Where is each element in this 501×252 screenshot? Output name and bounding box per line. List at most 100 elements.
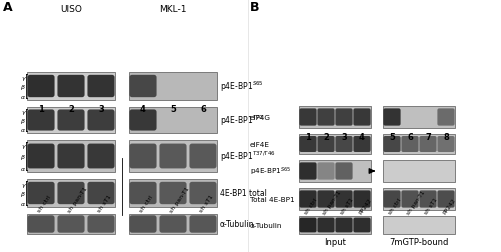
FancyBboxPatch shape	[58, 110, 85, 131]
FancyBboxPatch shape	[88, 76, 115, 98]
Text: γ: γ	[21, 110, 25, 115]
Text: 1: 1	[305, 133, 311, 141]
Text: α: α	[21, 201, 25, 206]
FancyBboxPatch shape	[335, 191, 353, 208]
Bar	[299, 135, 371, 154]
Text: 7: 7	[425, 133, 431, 141]
FancyBboxPatch shape	[401, 191, 419, 208]
Bar	[383, 188, 455, 210]
FancyBboxPatch shape	[189, 215, 216, 233]
FancyBboxPatch shape	[159, 144, 186, 169]
Text: p4E-BP1$^{T37/T46}$: p4E-BP1$^{T37/T46}$	[220, 149, 276, 164]
FancyBboxPatch shape	[318, 163, 335, 180]
FancyBboxPatch shape	[58, 76, 85, 98]
Text: 2: 2	[323, 133, 329, 141]
FancyBboxPatch shape	[300, 109, 317, 126]
FancyBboxPatch shape	[437, 137, 454, 152]
Text: 4E-BP1 total: 4E-BP1 total	[220, 189, 267, 198]
FancyBboxPatch shape	[318, 137, 335, 152]
FancyBboxPatch shape	[28, 215, 55, 233]
FancyBboxPatch shape	[28, 144, 55, 169]
Text: sh sT1: sh sT1	[424, 197, 439, 215]
FancyBboxPatch shape	[335, 218, 353, 232]
Text: α: α	[21, 166, 25, 171]
FancyBboxPatch shape	[401, 109, 419, 126]
Bar	[129, 179, 217, 207]
Bar	[129, 108, 217, 134]
FancyBboxPatch shape	[419, 191, 436, 208]
Text: 3: 3	[341, 133, 347, 141]
FancyBboxPatch shape	[129, 215, 156, 233]
Text: β: β	[21, 192, 25, 197]
FancyBboxPatch shape	[318, 218, 335, 232]
Text: β: β	[21, 155, 25, 160]
FancyBboxPatch shape	[335, 137, 353, 152]
Text: β: β	[21, 85, 25, 90]
FancyBboxPatch shape	[353, 218, 371, 232]
Text: α-Tubulin: α-Tubulin	[220, 220, 255, 229]
Bar	[383, 107, 455, 129]
Text: UISO: UISO	[60, 5, 82, 14]
FancyBboxPatch shape	[353, 191, 371, 208]
FancyBboxPatch shape	[419, 109, 436, 126]
Text: 8: 8	[443, 133, 449, 141]
Text: PP242: PP242	[442, 197, 456, 215]
Text: A: A	[3, 1, 13, 14]
Text: 1: 1	[38, 105, 44, 114]
Text: sh sT1: sh sT1	[97, 194, 113, 213]
FancyBboxPatch shape	[58, 215, 85, 233]
Bar	[129, 214, 217, 234]
FancyBboxPatch shape	[88, 110, 115, 131]
Text: MKL-1: MKL-1	[159, 5, 187, 14]
FancyBboxPatch shape	[335, 109, 353, 126]
FancyBboxPatch shape	[129, 76, 156, 98]
FancyBboxPatch shape	[58, 182, 85, 204]
Text: sh pan-T1: sh pan-T1	[322, 189, 342, 215]
FancyBboxPatch shape	[335, 163, 353, 180]
Text: 5: 5	[389, 133, 395, 141]
Text: sh ctrl: sh ctrl	[388, 198, 402, 215]
FancyBboxPatch shape	[88, 215, 115, 233]
FancyBboxPatch shape	[88, 182, 115, 204]
Text: α-Tubulin: α-Tubulin	[250, 222, 283, 228]
FancyBboxPatch shape	[28, 110, 55, 131]
Bar	[383, 160, 455, 182]
Text: PP242: PP242	[358, 197, 373, 215]
Bar	[383, 135, 455, 154]
Text: 6: 6	[200, 105, 206, 114]
Bar	[27, 140, 115, 172]
FancyBboxPatch shape	[129, 110, 156, 131]
FancyBboxPatch shape	[129, 144, 156, 169]
FancyBboxPatch shape	[88, 144, 115, 169]
FancyBboxPatch shape	[300, 218, 317, 232]
Bar	[27, 179, 115, 207]
FancyBboxPatch shape	[189, 144, 216, 169]
FancyBboxPatch shape	[353, 137, 371, 152]
Text: sh ctrl: sh ctrl	[139, 194, 154, 213]
Text: sh ctrl: sh ctrl	[37, 194, 52, 213]
FancyBboxPatch shape	[300, 163, 317, 180]
Text: 4: 4	[359, 133, 365, 141]
Bar	[383, 216, 455, 234]
FancyBboxPatch shape	[353, 109, 371, 126]
Text: 3: 3	[98, 105, 104, 114]
FancyBboxPatch shape	[383, 191, 401, 208]
FancyBboxPatch shape	[300, 137, 317, 152]
Bar	[299, 216, 371, 234]
FancyBboxPatch shape	[159, 215, 186, 233]
Text: eIF4G: eIF4G	[250, 115, 271, 120]
Text: α: α	[21, 95, 25, 100]
FancyBboxPatch shape	[383, 137, 401, 152]
Text: 6: 6	[407, 133, 413, 141]
Bar	[27, 214, 115, 234]
Text: 7mGTP-bound: 7mGTP-bound	[389, 238, 449, 246]
Bar	[129, 73, 217, 101]
FancyBboxPatch shape	[28, 182, 55, 204]
Text: Total 4E-BP1: Total 4E-BP1	[250, 196, 295, 202]
Text: 4: 4	[140, 105, 146, 114]
FancyBboxPatch shape	[318, 191, 335, 208]
FancyBboxPatch shape	[383, 109, 401, 126]
FancyBboxPatch shape	[419, 137, 436, 152]
Text: sh pan-T1: sh pan-T1	[406, 189, 426, 215]
Text: γ: γ	[21, 144, 25, 149]
